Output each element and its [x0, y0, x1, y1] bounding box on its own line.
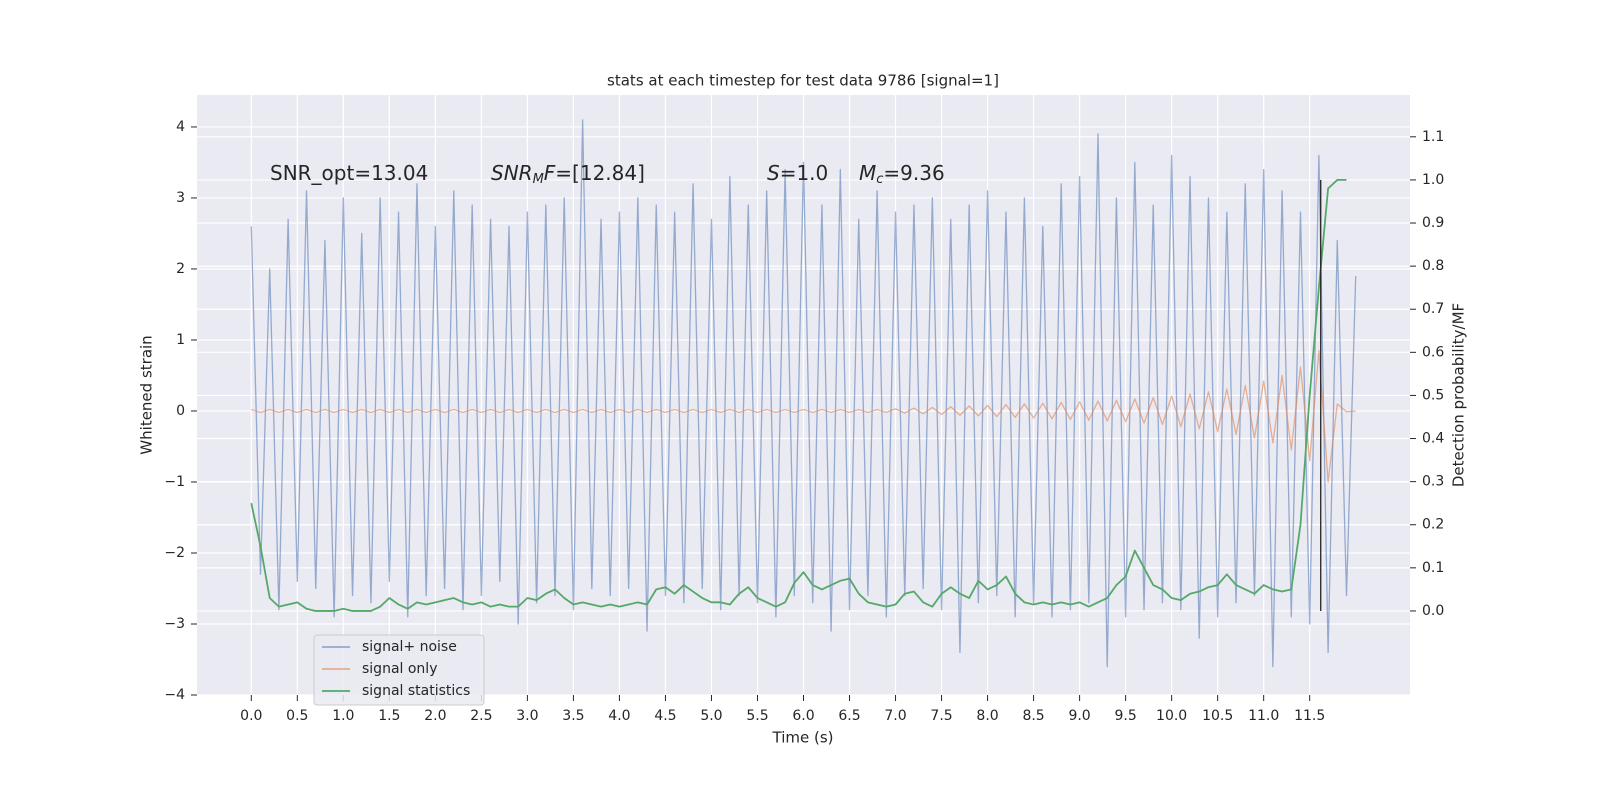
annotation-part: =[12.84]: [555, 161, 645, 185]
x-tick-label: 4.5: [654, 708, 676, 724]
annotation-part: c: [876, 172, 883, 187]
series-line: [250, 119, 1357, 668]
x-tick-label: 3.0: [516, 708, 538, 724]
legend-label: signal statistics: [362, 683, 470, 699]
x-tick-label: 10.5: [1202, 708, 1233, 724]
x-tick-label: 7.5: [930, 708, 952, 724]
annotation-part: =1.0: [780, 161, 829, 185]
x-tick-label: 8.0: [976, 708, 998, 724]
y-tick-label: 1: [176, 332, 185, 348]
y2-tick-label: 0.6: [1422, 344, 1444, 360]
annotation-part: S: [767, 161, 780, 185]
y2-tick-label: 0.7: [1422, 301, 1444, 317]
y-tick-label: 4: [176, 119, 185, 135]
x-tick-label: 11.5: [1294, 708, 1325, 724]
annotation: S=1.0: [767, 161, 828, 185]
x-axis-label: Time (s): [772, 729, 834, 747]
annotation-part: M: [533, 172, 544, 187]
legend-box: [313, 634, 485, 706]
y-tick-label: 2: [176, 261, 185, 277]
y2-tick-label: 0.9: [1422, 215, 1444, 231]
x-tick-label: 11.0: [1248, 708, 1279, 724]
annotation: SNRMF=[12.84]: [491, 161, 645, 187]
y2-tick-label: 1.0: [1422, 172, 1444, 188]
annotation: SNR_opt=13.04: [270, 161, 428, 185]
x-tick-label: 5.5: [746, 708, 768, 724]
y-tick-label: −1: [164, 474, 185, 490]
x-tick-label: 4.0: [608, 708, 630, 724]
annotation-part: SNR_opt=13.04: [270, 161, 428, 185]
annotation-part: =9.36: [883, 161, 944, 185]
x-tick-label: 3.5: [562, 708, 584, 724]
x-tick-label: 10.0: [1156, 708, 1187, 724]
y2-tick-label: 0.4: [1422, 431, 1444, 447]
y2-tick-label: 0.8: [1422, 258, 1444, 274]
legend: signal+ noise signal only signal statistic…: [313, 634, 485, 706]
marks: [250, 119, 1357, 668]
series-line: [250, 179, 1347, 612]
y-tick-label: −3: [164, 616, 185, 632]
y-axis-label: Whitened strain: [138, 335, 156, 454]
x-tick-label: 1.5: [378, 708, 400, 724]
chart-title: stats at each timestep for test data 978…: [607, 72, 999, 90]
y-tick-label: −4: [164, 687, 185, 703]
y-tick-label: 0: [176, 403, 185, 419]
annotation: Mc=9.36: [859, 161, 945, 187]
y2-axis-label: Detection probability/MF: [1450, 303, 1468, 487]
series-line: [251, 349, 1356, 483]
x-tick-label: 0.0: [240, 708, 262, 724]
x-tick-label: 9.0: [1068, 708, 1090, 724]
y2-tick-label: 0.2: [1422, 517, 1444, 533]
legend-label: signal only: [362, 661, 437, 677]
y2-tick-label: 0.1: [1422, 560, 1444, 576]
x-tick-label: 2.0: [424, 708, 446, 724]
annotation-part: SNR: [491, 161, 533, 185]
y2-tick-label: 0.5: [1422, 387, 1444, 403]
x-tick-label: 2.5: [470, 708, 492, 724]
annotation-part: M: [859, 161, 876, 185]
annotation-part: F: [544, 161, 556, 185]
x-tick-label: 6.0: [792, 708, 814, 724]
x-tick-label: 8.5: [1022, 708, 1044, 724]
x-tick-label: 1.0: [332, 708, 354, 724]
y2-tick-label: 1.1: [1422, 129, 1444, 145]
y2-tick-label: 0.0: [1422, 603, 1444, 619]
y-tick-label: −2: [164, 545, 185, 561]
x-tick-label: 0.5: [286, 708, 308, 724]
x-tick-label: 6.5: [838, 708, 860, 724]
x-tick-label: 5.0: [700, 708, 722, 724]
legend-label: signal+ noise: [362, 639, 457, 655]
x-tick-label: 9.5: [1114, 708, 1136, 724]
y-tick-label: 3: [176, 190, 185, 206]
x-tick-label: 7.0: [884, 708, 906, 724]
y2-tick-label: 0.3: [1422, 474, 1444, 490]
